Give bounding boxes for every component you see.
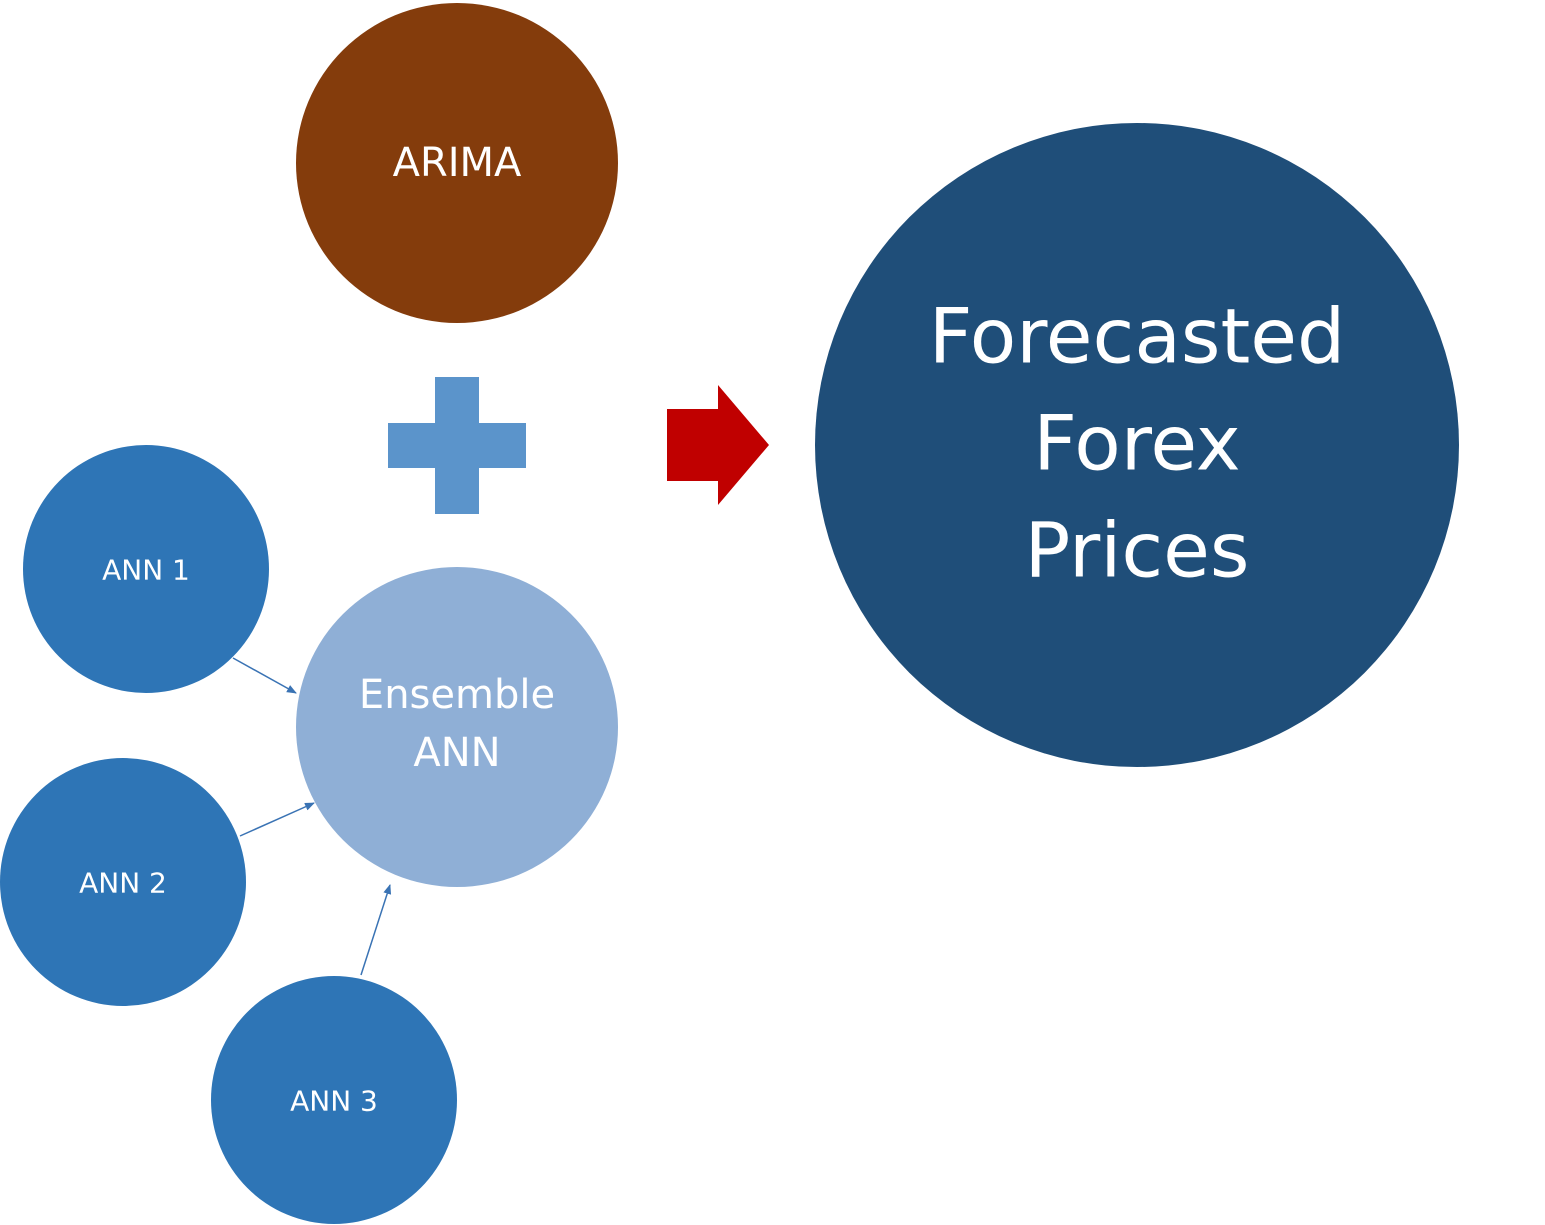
forecast-node: Forecasted Forex Prices (815, 123, 1459, 767)
forecast-label-line1: Forecasted (929, 292, 1346, 381)
ann1-label: ANN 1 (102, 554, 190, 587)
connector-ann1-to-ensemble (232, 657, 297, 694)
ensemble-label-line2: ANN (413, 730, 500, 776)
ann2-circle (0, 758, 246, 1006)
ensemble-circle (296, 567, 618, 887)
forecast-circle (815, 123, 1459, 767)
ann2-label: ANN 2 (79, 867, 167, 900)
ann3-node: ANN 3 (211, 976, 457, 1224)
arima-node: ARIMA (296, 3, 618, 323)
forecast-label-line3: Prices (1025, 506, 1250, 595)
ann3-circle (211, 976, 457, 1224)
forecast-label-line2: Forex (1033, 399, 1240, 488)
ann1-circle (23, 445, 269, 693)
ensemble-label-line1: Ensemble (359, 672, 555, 718)
ann1-node: ANN 1 (23, 445, 269, 693)
ann2-node: ANN 2 (0, 758, 246, 1006)
arima-circle (296, 3, 618, 323)
plus-icon (388, 377, 526, 514)
arima-label: ARIMA (393, 140, 522, 186)
connector-ann2-to-ensemble (239, 802, 315, 837)
right-arrow-icon (667, 385, 769, 505)
ann3-label: ANN 3 (290, 1085, 378, 1118)
ensemble-node: Ensemble ANN (296, 567, 618, 887)
connector-ann3-to-ensemble (360, 884, 392, 976)
